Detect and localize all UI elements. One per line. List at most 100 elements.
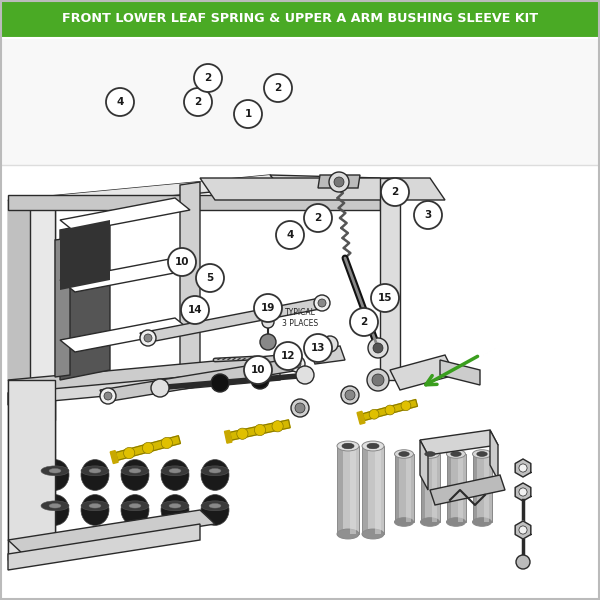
Ellipse shape: [342, 443, 354, 449]
Circle shape: [350, 308, 378, 336]
Ellipse shape: [161, 501, 189, 511]
Text: 19: 19: [261, 303, 275, 313]
Polygon shape: [8, 524, 200, 570]
FancyBboxPatch shape: [421, 454, 425, 522]
Ellipse shape: [209, 469, 221, 473]
FancyBboxPatch shape: [0, 165, 600, 600]
Polygon shape: [224, 430, 232, 443]
Ellipse shape: [121, 501, 149, 511]
FancyBboxPatch shape: [375, 446, 381, 534]
Polygon shape: [357, 412, 365, 424]
FancyBboxPatch shape: [473, 454, 477, 522]
FancyBboxPatch shape: [350, 446, 356, 534]
Polygon shape: [180, 182, 200, 383]
Polygon shape: [440, 360, 480, 385]
Text: 2: 2: [361, 317, 368, 327]
Circle shape: [104, 392, 112, 400]
FancyBboxPatch shape: [484, 454, 488, 522]
Polygon shape: [60, 318, 190, 352]
FancyBboxPatch shape: [362, 446, 384, 534]
Ellipse shape: [337, 441, 359, 451]
Ellipse shape: [41, 466, 69, 476]
Ellipse shape: [395, 518, 413, 526]
Ellipse shape: [169, 469, 181, 473]
Ellipse shape: [41, 460, 69, 490]
Text: 2: 2: [274, 83, 281, 93]
Ellipse shape: [446, 518, 466, 526]
Ellipse shape: [473, 518, 491, 526]
Ellipse shape: [421, 450, 439, 458]
Circle shape: [264, 74, 292, 102]
Polygon shape: [380, 178, 400, 380]
Text: 4: 4: [286, 230, 293, 240]
Polygon shape: [310, 346, 345, 364]
Polygon shape: [270, 175, 395, 192]
Polygon shape: [8, 510, 215, 554]
Polygon shape: [8, 355, 295, 393]
Ellipse shape: [169, 503, 181, 508]
Circle shape: [251, 371, 269, 389]
Polygon shape: [60, 220, 110, 290]
FancyBboxPatch shape: [421, 454, 439, 522]
FancyBboxPatch shape: [446, 454, 466, 522]
Polygon shape: [515, 483, 531, 501]
Circle shape: [368, 338, 388, 358]
Circle shape: [381, 178, 409, 206]
Polygon shape: [60, 198, 190, 232]
Polygon shape: [430, 475, 505, 505]
Circle shape: [244, 356, 272, 384]
Circle shape: [334, 177, 344, 187]
Circle shape: [234, 100, 262, 128]
Circle shape: [304, 204, 332, 232]
Ellipse shape: [121, 494, 149, 526]
Circle shape: [140, 330, 156, 346]
Text: 10: 10: [175, 257, 189, 267]
Ellipse shape: [41, 501, 69, 511]
Polygon shape: [140, 298, 325, 343]
Ellipse shape: [89, 469, 101, 473]
Circle shape: [274, 342, 302, 370]
Ellipse shape: [421, 518, 439, 526]
Circle shape: [372, 374, 384, 386]
Circle shape: [371, 284, 399, 312]
Ellipse shape: [81, 501, 109, 511]
Circle shape: [181, 296, 209, 324]
FancyBboxPatch shape: [395, 454, 399, 522]
Circle shape: [194, 64, 222, 92]
Polygon shape: [100, 358, 300, 402]
Circle shape: [161, 437, 172, 449]
Text: TYPICAL
3 PLACES: TYPICAL 3 PLACES: [282, 308, 318, 328]
Ellipse shape: [201, 494, 229, 526]
Circle shape: [184, 88, 212, 116]
Ellipse shape: [81, 460, 109, 490]
Ellipse shape: [473, 450, 491, 458]
FancyBboxPatch shape: [395, 454, 413, 522]
Polygon shape: [490, 430, 498, 480]
Ellipse shape: [395, 450, 413, 458]
Polygon shape: [200, 178, 445, 200]
Polygon shape: [515, 459, 531, 477]
Text: 2: 2: [314, 213, 322, 223]
Circle shape: [373, 343, 383, 353]
Ellipse shape: [451, 452, 461, 457]
Ellipse shape: [399, 452, 409, 457]
Ellipse shape: [161, 460, 189, 490]
Polygon shape: [110, 451, 118, 464]
Ellipse shape: [49, 469, 61, 473]
Text: 5: 5: [206, 273, 214, 283]
Text: 14: 14: [188, 305, 202, 315]
Circle shape: [237, 428, 248, 439]
Circle shape: [295, 403, 305, 413]
Circle shape: [291, 399, 309, 417]
FancyBboxPatch shape: [458, 454, 463, 522]
Circle shape: [260, 334, 276, 350]
Polygon shape: [116, 436, 181, 460]
Ellipse shape: [49, 503, 61, 508]
Text: 10: 10: [251, 365, 265, 375]
Circle shape: [272, 421, 283, 432]
Ellipse shape: [209, 503, 221, 508]
Polygon shape: [390, 355, 455, 390]
Circle shape: [168, 248, 196, 276]
Circle shape: [414, 201, 442, 229]
Polygon shape: [8, 368, 280, 405]
